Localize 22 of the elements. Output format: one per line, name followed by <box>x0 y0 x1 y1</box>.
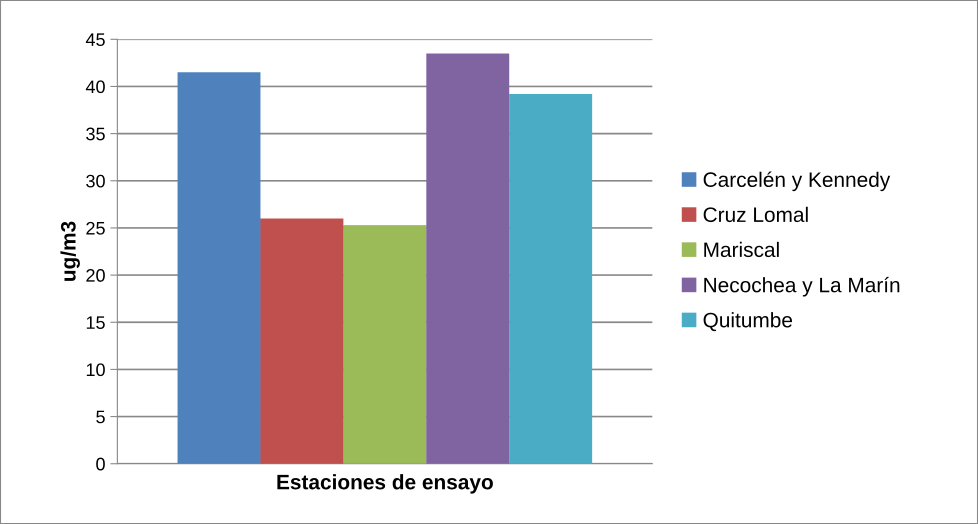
y-tick-label: 10 <box>86 363 105 376</box>
y-tick-label: 45 <box>86 33 105 46</box>
y-tick-label: 5 <box>96 410 105 424</box>
bar <box>260 218 344 464</box>
bar <box>426 53 510 464</box>
legend-label: Cruz Lomal <box>704 206 808 222</box>
y-tick-label: 15 <box>86 316 105 329</box>
bar <box>178 72 260 464</box>
legend-label: Quitumbe <box>704 312 792 332</box>
y-tick-label: 35 <box>86 128 105 140</box>
x-axis-title: Estaciones de ensayo <box>277 474 493 494</box>
bar <box>509 94 592 464</box>
y-axis-title: ug/m3 <box>60 222 80 281</box>
legend-label: Mariscal <box>704 242 779 258</box>
legend-label: Carcelén y Kennedy <box>704 171 890 192</box>
bar <box>343 225 426 464</box>
y-tick-label: 25 <box>86 222 105 235</box>
y-tick-label: 30 <box>86 174 105 188</box>
y-tick-label: 0 <box>96 458 105 470</box>
y-tick-label: 20 <box>86 269 105 282</box>
y-tick-label: 40 <box>86 80 105 94</box>
legend-label: Necochea y La Marín <box>704 276 900 297</box>
